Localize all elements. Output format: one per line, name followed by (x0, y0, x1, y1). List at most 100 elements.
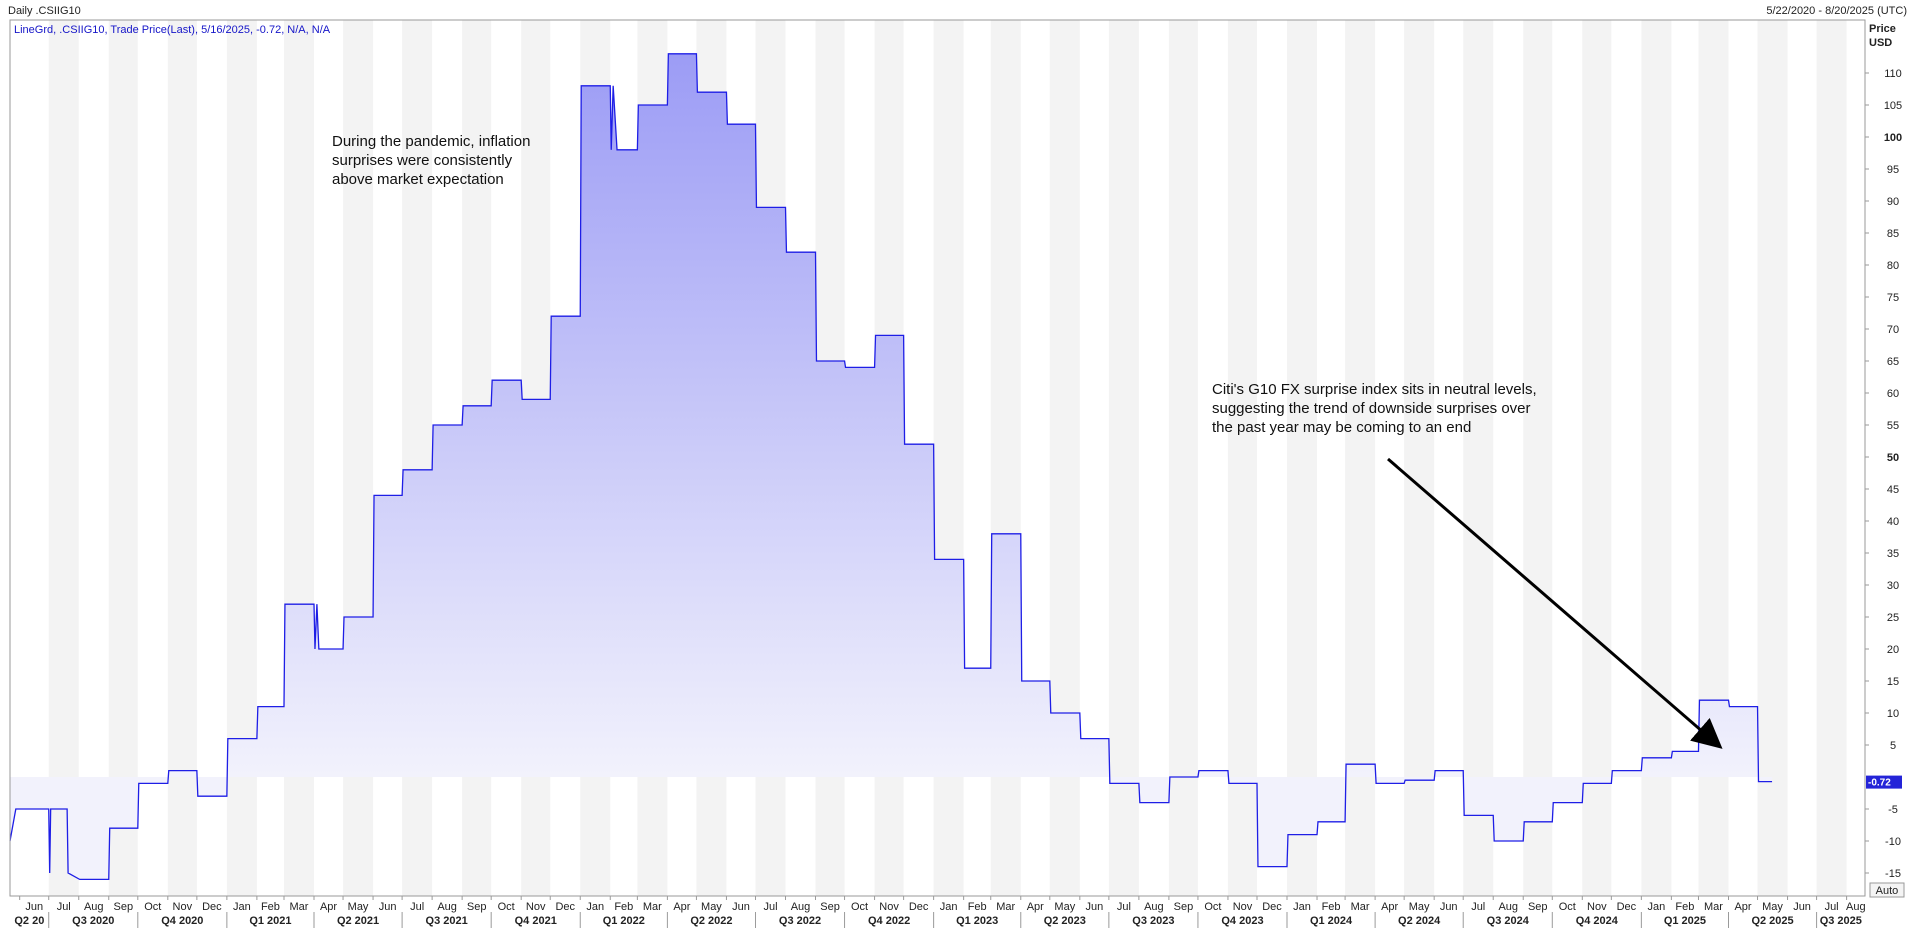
month-band (1523, 20, 1553, 896)
x-quarter-label: Q3 2023 (1132, 915, 1174, 927)
x-month-label: May (1409, 901, 1430, 913)
y-tick-label: 85 (1887, 228, 1899, 240)
x-month-label: Dec (1617, 901, 1637, 913)
annotation-neutral-line-1: Citi's G10 FX surprise index sits in neu… (1212, 381, 1537, 398)
x-month-label: Dec (1262, 901, 1282, 913)
x-month-label: Nov (879, 901, 899, 913)
x-month-label: Nov (1587, 901, 1607, 913)
x-month-label: May (1762, 901, 1783, 913)
y-tick-label: 110 (1884, 68, 1902, 80)
date-range: 5/22/2020 - 8/20/2025 (UTC) (1766, 5, 1907, 17)
month-band (1287, 20, 1318, 896)
y-tick-label: 105 (1884, 100, 1902, 112)
x-month-label: Jul (1825, 901, 1839, 913)
x-quarter-label: Q2 20 (14, 915, 44, 927)
x-month-label: Aug (1498, 901, 1518, 913)
x-month-label: Dec (555, 901, 575, 913)
month-band (108, 20, 138, 896)
x-month-label: Jan (233, 901, 251, 913)
series-legend[interactable]: LineGrd, .CSIIG10, Trade Price(Last), 5/… (14, 24, 331, 36)
x-month-label: Apr (1734, 901, 1751, 913)
x-month-label: Jul (57, 901, 71, 913)
x-month-label: Jul (1471, 901, 1485, 913)
x-quarter-label: Q1 2025 (1664, 915, 1706, 927)
y-tick-label: 20 (1887, 644, 1899, 656)
month-band (1582, 20, 1612, 896)
y-tick-label: 100 (1884, 132, 1902, 144)
x-quarter-label: Q2 2022 (690, 915, 732, 927)
x-month-label: Sep (1528, 901, 1548, 913)
y-tick-label: 30 (1887, 580, 1899, 592)
y-tick-label: 90 (1887, 196, 1899, 208)
x-month-label: Jun (1793, 901, 1811, 913)
series-line (9, 53, 1773, 881)
x-quarter-label: Q1 2024 (1310, 915, 1353, 927)
month-band (1816, 20, 1847, 896)
x-month-label: Jun (1440, 901, 1458, 913)
x-axis-ticks: Jun Jul Aug Sep Oct Nov Dec Jan Feb Mar Apr May Jun J… (14, 896, 1866, 928)
annotation-pandemic-line-2: surprises were consistently (332, 152, 513, 169)
x-quarter-label: Q1 2023 (956, 915, 998, 927)
month-band (1463, 20, 1494, 896)
y-tick-label: 15 (1887, 676, 1899, 688)
x-month-label: Dec (202, 901, 222, 913)
x-month-label: Jun (1085, 901, 1103, 913)
x-month-label: Apr (1027, 901, 1044, 913)
x-month-label: Jun (379, 901, 397, 913)
y-tick-label: 70 (1887, 324, 1899, 336)
x-month-label: Sep (1174, 901, 1194, 913)
x-month-label: Apr (320, 901, 337, 913)
x-quarter-label: Q4 2024 (1576, 915, 1619, 927)
x-quarter-label: Q2 2025 (1751, 915, 1793, 927)
plot-area (9, 53, 1773, 881)
x-month-label: Oct (498, 901, 515, 913)
y-tick-label: 50 (1887, 452, 1899, 464)
x-month-label: Aug (84, 901, 104, 913)
y-tick-label: 80 (1887, 260, 1899, 272)
x-month-label: Nov (526, 901, 546, 913)
x-month-label: Mar (643, 901, 662, 913)
x-quarter-label: Q2 2021 (337, 915, 379, 927)
x-quarter-label: Q4 2023 (1221, 915, 1263, 927)
x-month-label: May (1054, 901, 1075, 913)
x-month-label: Jul (410, 901, 424, 913)
x-month-label: Aug (1846, 901, 1866, 913)
month-band (1757, 20, 1788, 896)
x-quarter-label: Q1 2022 (603, 915, 645, 927)
x-month-label: Jun (25, 901, 43, 913)
x-quarter-label: Q1 2021 (249, 915, 291, 927)
x-quarter-label: Q3 2020 (72, 915, 114, 927)
month-band (167, 20, 197, 896)
currency-label: USD (1869, 37, 1892, 49)
x-month-label: Sep (113, 901, 133, 913)
header-bar (0, 0, 1913, 20)
x-month-label: Mar (1704, 901, 1723, 913)
auto-scale-label: Auto (1876, 885, 1899, 897)
x-month-label: Mar (290, 901, 309, 913)
y-tick-label: 5 (1890, 740, 1896, 752)
x-quarter-label: Q4 2022 (868, 915, 910, 927)
y-tick-label: 95 (1887, 164, 1899, 176)
x-month-label: Jan (940, 901, 958, 913)
x-month-label: Apr (1381, 901, 1398, 913)
x-month-label: Apr (673, 901, 690, 913)
x-month-label: Dec (909, 901, 929, 913)
price-label: Price (1869, 23, 1896, 35)
x-month-label: Jun (732, 901, 750, 913)
x-quarter-label: Q4 2020 (161, 915, 203, 927)
annotation-arrow (1387, 457, 1723, 749)
x-month-label: Feb (614, 901, 633, 913)
x-month-label: Feb (261, 901, 280, 913)
x-month-label: Sep (820, 901, 840, 913)
x-quarter-label: Q3 2021 (426, 915, 468, 927)
y-axis-ticks: -15 -10 -5 5 10 15 20 25 30 35 40 45 50 55 60 65 70 75 80 8… (1865, 68, 1902, 880)
x-month-label: Oct (144, 901, 161, 913)
month-band (1404, 20, 1435, 896)
month-band (1345, 20, 1376, 896)
y-tick-label: -10 (1885, 836, 1901, 848)
y-tick-label: 40 (1887, 516, 1899, 528)
y-tick-label: 35 (1887, 548, 1899, 560)
auto-scale-button[interactable] (1869, 882, 1905, 898)
x-month-label: Aug (791, 901, 811, 913)
